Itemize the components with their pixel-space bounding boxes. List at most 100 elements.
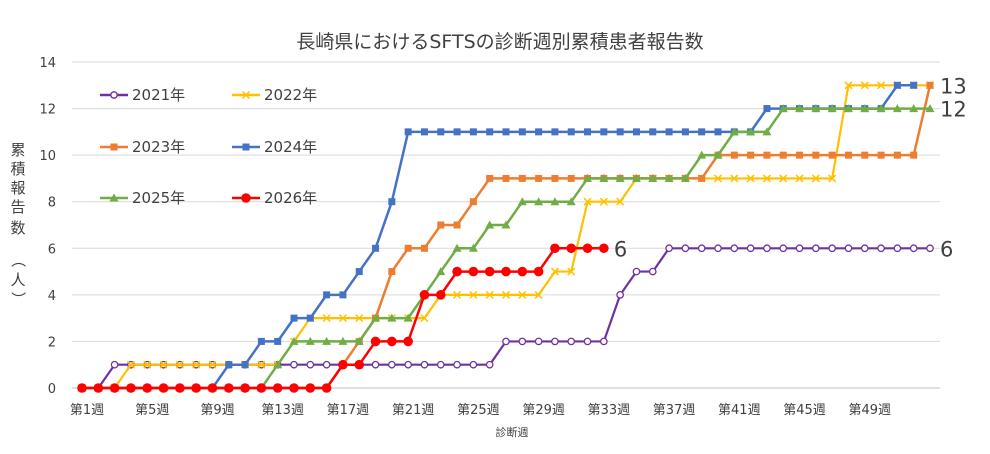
data-point (355, 314, 364, 323)
y-axis-label-char: 数 (10, 219, 25, 237)
x-tick-label: 第49週 (848, 403, 891, 418)
x-tick-label: 第41週 (718, 403, 761, 418)
data-point-stroke (453, 290, 462, 299)
y-tick-label: 6 (48, 242, 56, 257)
data-point (208, 360, 217, 369)
data-point (388, 198, 396, 206)
data-point (779, 244, 788, 253)
data-point (453, 290, 462, 299)
data-point-stroke (241, 90, 251, 100)
data-point (828, 174, 837, 183)
data-point (533, 266, 544, 277)
data-point (517, 197, 527, 206)
data-point (468, 266, 479, 277)
data-point (828, 244, 837, 253)
data-point (681, 244, 690, 253)
data-point (306, 314, 314, 322)
x-tick-label: 第5週 (135, 403, 169, 418)
data-point (354, 336, 364, 345)
data-point (175, 383, 185, 393)
data-point-stroke (860, 81, 869, 90)
data-point (223, 383, 234, 393)
data-point (827, 104, 837, 113)
data-point (404, 360, 413, 369)
data-point (403, 336, 413, 347)
data-point (321, 383, 332, 393)
data-point (795, 174, 804, 183)
data-point (599, 243, 609, 254)
data-point (338, 336, 348, 345)
data-point-stroke (795, 174, 804, 183)
data-point (436, 360, 445, 369)
data-point (485, 360, 494, 369)
data-point (322, 336, 332, 345)
data-point (600, 128, 608, 136)
data-point-stroke (877, 81, 886, 90)
x-tick-label: 第45週 (783, 403, 826, 418)
data-point (534, 290, 543, 299)
data-point (763, 105, 771, 113)
data-point (893, 244, 902, 253)
data-point (339, 291, 347, 299)
data-point (762, 127, 772, 136)
legend-item: 2025年 (100, 189, 185, 207)
data-point (501, 220, 511, 229)
legend-item: 2021年 (100, 86, 185, 104)
data-point (469, 360, 478, 369)
data-point (109, 193, 119, 202)
end-label: 6 (940, 237, 953, 261)
data-point-stroke (534, 290, 543, 299)
data-point-stroke (143, 360, 152, 369)
data-point (583, 197, 592, 206)
data-point (698, 174, 706, 182)
data-point (256, 383, 267, 393)
data-point (584, 128, 592, 136)
data-point-stroke (208, 360, 217, 369)
legend: 2021年 2022年 2023年 2024年 2025年 2026年 (100, 86, 317, 207)
data-point (502, 337, 510, 346)
data-point (485, 290, 494, 299)
data-point (338, 314, 347, 323)
data-point (290, 314, 298, 322)
data-point (828, 151, 836, 159)
legend-label: 2024年 (264, 138, 317, 156)
data-point (698, 128, 706, 136)
data-point (93, 383, 104, 393)
data-point (306, 360, 315, 369)
y-tick-labels: 0 2 4 6 8 10 12 14 (39, 56, 56, 397)
data-point (551, 174, 559, 182)
data-point (191, 383, 201, 393)
y-axis-label-char: ） (9, 291, 27, 306)
data-point (142, 383, 153, 393)
y-tick-label: 2 (48, 335, 56, 350)
data-point-stroke (746, 174, 755, 183)
data-point (567, 128, 575, 136)
data-point (420, 244, 428, 252)
data-point (305, 383, 316, 393)
data-point (567, 267, 576, 276)
data-point (354, 359, 365, 370)
data-point (469, 198, 477, 206)
data-point (535, 174, 543, 182)
data-point-stroke (762, 174, 771, 183)
data-point (583, 337, 592, 346)
data-point (322, 314, 331, 323)
data-point (192, 360, 201, 369)
chart-title: 長崎県におけるSFTSの診断週別累積患者報告数 (296, 31, 703, 53)
data-point (272, 383, 283, 393)
data-point (518, 174, 526, 182)
data-point (599, 337, 608, 346)
data-point (484, 266, 495, 277)
data-point (241, 90, 251, 100)
data-point (730, 151, 738, 159)
data-point (535, 128, 543, 136)
data-point (926, 244, 934, 253)
legend-label: 2025年 (132, 189, 185, 207)
x-tick-label: 第25週 (457, 403, 500, 418)
data-point (110, 360, 119, 369)
data-point (290, 360, 298, 369)
data-point (615, 173, 625, 182)
data-point (713, 174, 723, 183)
